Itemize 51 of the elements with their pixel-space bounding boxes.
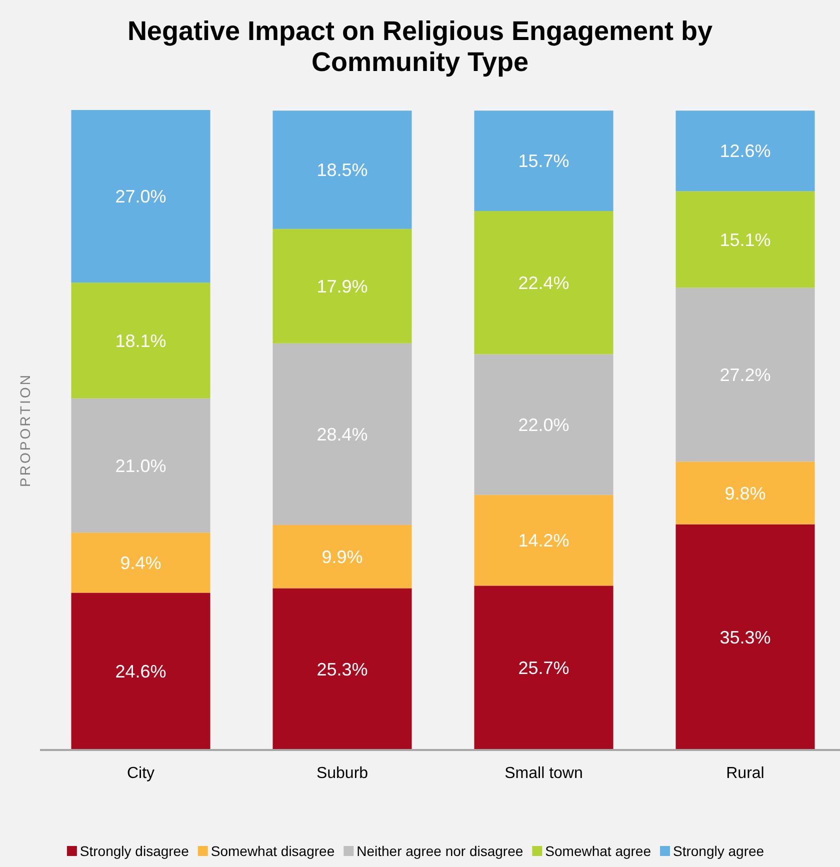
x-tick-label: Rural	[726, 765, 764, 782]
data-label: 9.4%	[120, 552, 162, 573]
x-tick-label: Small town	[504, 765, 583, 782]
data-label: 9.8%	[724, 483, 766, 504]
data-label: 18.1%	[115, 330, 166, 351]
data-label: 14.2%	[518, 530, 570, 551]
data-label: 22.4%	[518, 272, 570, 293]
bar	[474, 494, 614, 586]
legend-label: Somewhat agree	[545, 843, 652, 859]
bar	[272, 343, 412, 525]
data-label: 15.7%	[518, 151, 570, 172]
data-label: 24.6%	[115, 662, 166, 682]
data-label: 12.6%	[720, 141, 771, 162]
data-label: 25.7%	[518, 658, 570, 678]
bar	[272, 588, 412, 750]
data-label: 18.5%	[316, 160, 368, 180]
bar	[71, 282, 210, 398]
bar	[474, 586, 614, 750]
legend-label: Strongly disagree	[80, 843, 190, 859]
data-label: 9.9%	[322, 546, 363, 567]
bar	[474, 110, 614, 212]
bar	[474, 354, 614, 495]
bar	[272, 110, 412, 229]
bar	[71, 398, 210, 533]
bar	[676, 110, 815, 192]
data-label: 27.0%	[115, 186, 166, 207]
legend-label: Neither agree nor disagree	[356, 843, 524, 859]
bar	[71, 110, 210, 283]
data-label: 27.2%	[720, 364, 771, 385]
data-label: 21.0%	[115, 456, 166, 476]
bar	[71, 532, 210, 593]
bar	[676, 191, 815, 288]
bar	[71, 592, 210, 750]
bar	[272, 524, 412, 588]
bar	[474, 211, 614, 354]
data-label: 25.3%	[316, 659, 368, 680]
x-tick-label: Suburb	[316, 765, 368, 782]
y-axis-title: PROPORTION	[17, 373, 33, 487]
bar	[272, 228, 412, 344]
data-label: 15.1%	[720, 230, 771, 250]
bar	[676, 288, 815, 462]
legend-label: Somewhat disagree	[210, 843, 335, 859]
data-label: 35.3%	[720, 627, 771, 648]
data-label: 17.9%	[316, 276, 368, 296]
bar	[676, 524, 815, 750]
legend-label: Strongly agree	[673, 843, 764, 859]
bar	[676, 462, 815, 524]
data-label: 22.0%	[518, 414, 570, 435]
chart-title: Negative Impact on Religious Engagement by Community Type	[127, 16, 713, 77]
x-tick-label: City	[126, 765, 155, 782]
data-label: 28.4%	[316, 424, 368, 444]
